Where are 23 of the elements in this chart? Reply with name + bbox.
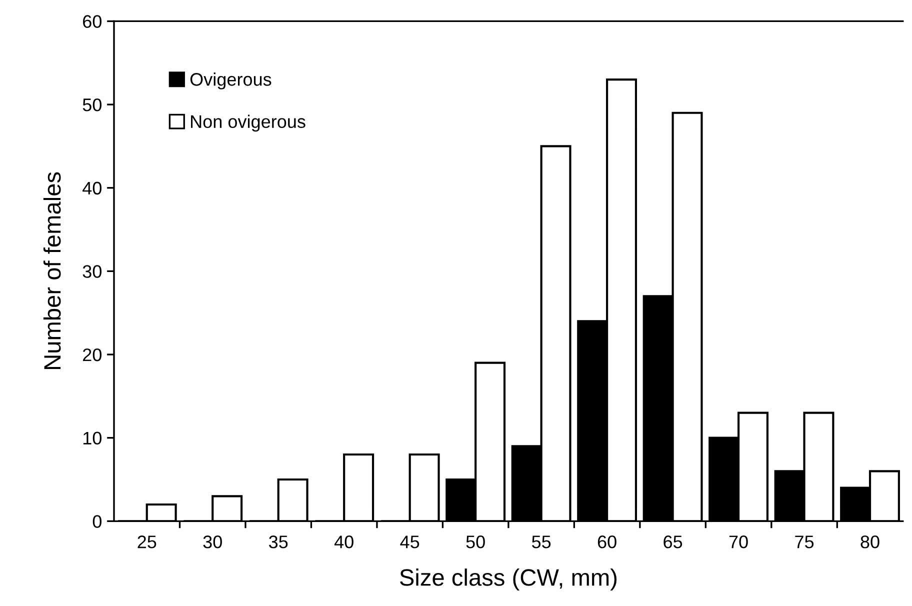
y-tick-label: 0 [92,515,102,528]
x-tick-label: 55 [532,536,551,548]
x-tick-label: 60 [598,536,616,548]
y-tick-label: 60 [83,15,102,28]
y-tick-label: 30 [82,265,102,278]
x-tick-label: 65 [664,536,682,548]
x-tick-label: 40 [334,536,354,548]
x-tick-label: 70 [729,536,748,548]
y-axis-title: Number of females [43,172,61,369]
y-tick-label: 10 [83,432,102,445]
y-tick-label: 40 [82,182,102,195]
legend-label: Ovigerous [190,72,272,90]
x-tick-label: 80 [860,536,880,548]
x-tick-label: 50 [466,536,485,548]
x-tick-label: 45 [400,536,420,548]
x-tick-label: 35 [269,536,288,548]
x-tick-label: 25 [138,536,156,548]
x-axis-title: Size class (CW, mm) [400,568,617,591]
y-tick-label: 50 [82,98,102,112]
legend-label: Non ovigerous [191,114,306,132]
y-tick-label: 20 [83,348,102,362]
x-tick-label: 75 [795,536,814,548]
x-tick-label: 30 [203,536,222,548]
